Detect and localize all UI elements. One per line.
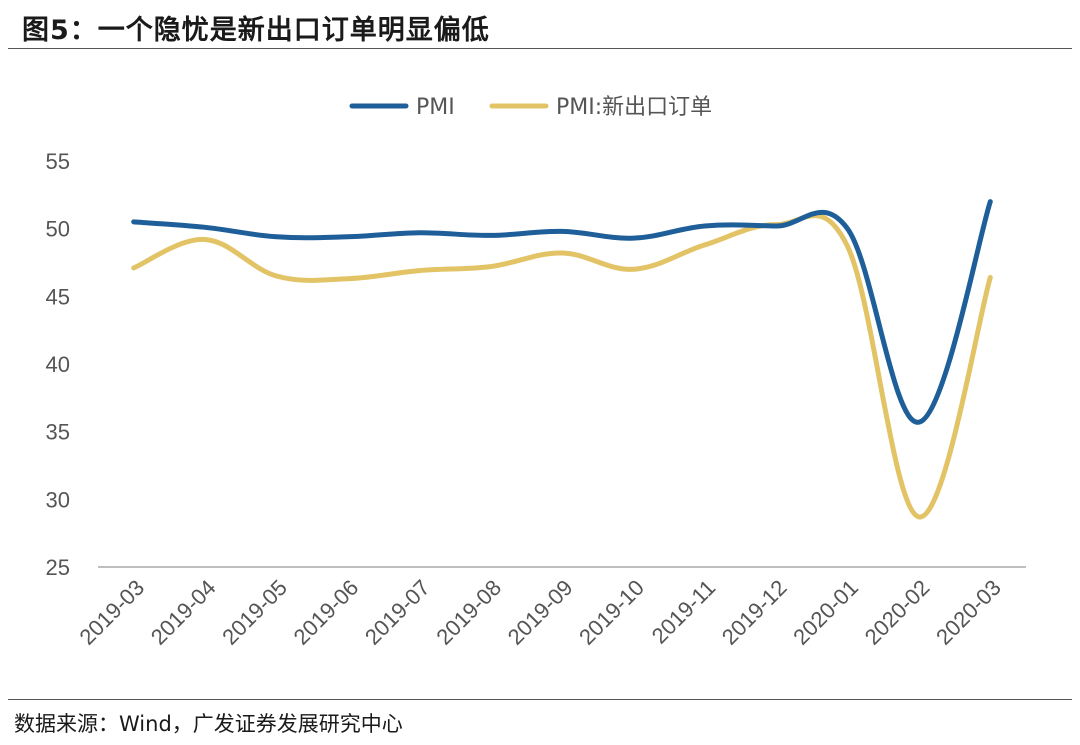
y-tick-label: 45 [46,284,70,309]
y-tick-label: 40 [46,352,70,377]
y-tick-label: 25 [46,555,70,580]
x-tick-label: 2019-11 [647,575,721,649]
source-note: 数据来源：Wind，广发证券发展研究中心 [14,712,403,736]
legend-label: PMI [416,95,455,120]
top-divider [8,48,1072,49]
x-tick-label: 2019-03 [74,575,149,650]
series-lines [131,199,993,520]
y-tick-label: 30 [46,487,70,512]
x-tick-label: 2019-04 [146,575,221,650]
legend: PMI PMI:新出口订单 [349,95,712,120]
x-axis: 2019-032019-042019-052019-062019-072019-… [74,566,1026,650]
x-tick-label: 2020-03 [931,575,1006,650]
x-tick-label: 2019-06 [289,575,364,650]
y-tick-label: 35 [46,420,70,445]
series-line-new-export-orders [131,213,993,520]
y-axis: 25 30 35 40 45 50 55 [46,149,70,580]
x-tick-label: 2019-09 [503,575,578,650]
x-tick-label: 2020-01 [788,575,863,650]
x-tick-label: 2019-10 [574,575,649,650]
bottom-divider [8,699,1072,700]
x-tick-label: 2019-05 [217,575,292,650]
figure-title: 图5：一个隐忧是新出口订单明显偏低 [22,15,490,46]
x-tick-label: 2020-02 [860,575,935,650]
x-tick-label: 2019-08 [431,575,506,650]
legend-label: PMI:新出口订单 [556,95,712,120]
x-tick-label: 2019-07 [360,575,435,650]
series-line-pmi [131,199,993,425]
y-tick-label: 50 [46,217,70,242]
y-tick-label: 55 [46,149,70,174]
x-tick-label: 2019-12 [717,575,792,650]
